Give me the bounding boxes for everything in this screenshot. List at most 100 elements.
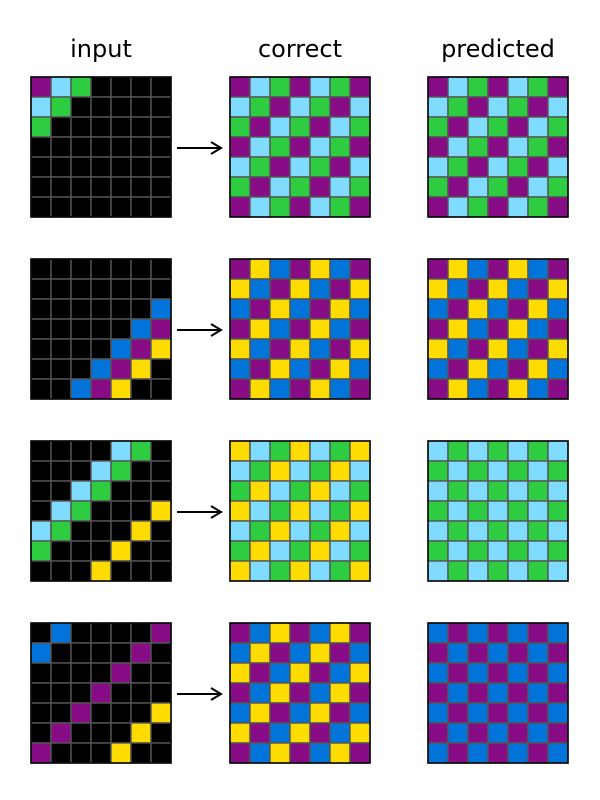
grid-cell bbox=[30, 702, 52, 724]
grid-cell bbox=[229, 156, 251, 178]
grid-cell bbox=[130, 642, 152, 664]
grid-cell bbox=[309, 136, 331, 158]
grid-cell bbox=[249, 298, 271, 320]
grid-cell bbox=[150, 540, 172, 562]
predicted-grid-3 bbox=[427, 440, 569, 582]
grid-cell bbox=[50, 378, 72, 400]
grid-cell bbox=[427, 722, 449, 744]
grid-cell bbox=[467, 520, 489, 542]
grid-cell bbox=[90, 156, 112, 178]
grid-border bbox=[30, 440, 172, 582]
grid-cell bbox=[150, 318, 172, 340]
grid-cell bbox=[150, 500, 172, 522]
grid-cell bbox=[90, 540, 112, 562]
grid-cell bbox=[309, 702, 331, 724]
grid-cell bbox=[309, 480, 331, 502]
grid-cell bbox=[349, 136, 371, 158]
grid-cell bbox=[30, 642, 52, 664]
grid-cell bbox=[50, 742, 72, 764]
grid-cell bbox=[467, 338, 489, 360]
grid-cell bbox=[130, 258, 152, 280]
grid-cell bbox=[90, 378, 112, 400]
grid-cell bbox=[527, 722, 549, 744]
grid-cell bbox=[447, 298, 469, 320]
grid-cell bbox=[90, 560, 112, 582]
grid-cell bbox=[110, 722, 132, 744]
grid-cell bbox=[50, 156, 72, 178]
grid-cell bbox=[130, 298, 152, 320]
arrow-icon bbox=[177, 687, 223, 701]
grid-cell bbox=[349, 440, 371, 462]
grid-cell bbox=[150, 662, 172, 684]
grid-cell bbox=[249, 358, 271, 380]
grid-cell bbox=[229, 298, 251, 320]
grid-cell bbox=[70, 622, 92, 644]
grid-cell bbox=[527, 258, 549, 280]
grid-cell bbox=[467, 440, 489, 462]
grid-cell bbox=[349, 642, 371, 664]
grid-border bbox=[427, 76, 569, 218]
grid-cell bbox=[130, 116, 152, 138]
grid-cell bbox=[309, 196, 331, 218]
grid-cell bbox=[150, 258, 172, 280]
grid-cell bbox=[309, 540, 331, 562]
grid-cell bbox=[329, 682, 351, 704]
grid-cell bbox=[249, 742, 271, 764]
grid-cell bbox=[447, 682, 469, 704]
grid-cell bbox=[309, 500, 331, 522]
grid-cell bbox=[507, 258, 529, 280]
grid-cell bbox=[427, 682, 449, 704]
grid-cell bbox=[427, 560, 449, 582]
grid-cell bbox=[289, 258, 311, 280]
grid-cell bbox=[349, 196, 371, 218]
grid-cell bbox=[30, 116, 52, 138]
grid-cell bbox=[110, 176, 132, 198]
grid-cell bbox=[229, 278, 251, 300]
grid-border bbox=[229, 258, 371, 400]
grid-cell bbox=[467, 196, 489, 218]
grid-cell bbox=[150, 378, 172, 400]
grid-cell bbox=[289, 338, 311, 360]
grid-cell bbox=[30, 76, 52, 98]
grid-cell bbox=[229, 460, 251, 482]
grid-cell bbox=[269, 176, 291, 198]
grid-cell bbox=[110, 500, 132, 522]
grid-cell bbox=[110, 622, 132, 644]
grid-border bbox=[30, 76, 172, 218]
grid-cell bbox=[269, 136, 291, 158]
grid-cell bbox=[329, 278, 351, 300]
grid-cell bbox=[229, 742, 251, 764]
grid-cell bbox=[130, 520, 152, 542]
grid-cell bbox=[50, 76, 72, 98]
grid-cell bbox=[547, 136, 569, 158]
grid-cell bbox=[289, 96, 311, 118]
grid-cell bbox=[269, 682, 291, 704]
grid-cell bbox=[349, 500, 371, 522]
grid-cell bbox=[130, 540, 152, 562]
grid-cell bbox=[90, 258, 112, 280]
grid-cell bbox=[427, 440, 449, 462]
grid-cell bbox=[507, 298, 529, 320]
grid-cell bbox=[507, 278, 529, 300]
grid-cell bbox=[547, 378, 569, 400]
grid-cell bbox=[229, 540, 251, 562]
grid-cell bbox=[487, 480, 509, 502]
grid-cell bbox=[349, 258, 371, 280]
grid-cell bbox=[150, 96, 172, 118]
grid-cell bbox=[90, 318, 112, 340]
grid-cell bbox=[487, 258, 509, 280]
arrow-icon bbox=[177, 323, 223, 337]
grid-cell bbox=[467, 742, 489, 764]
grid-cell bbox=[249, 96, 271, 118]
grid-cell bbox=[487, 520, 509, 542]
grid-cell bbox=[467, 318, 489, 340]
grid-cell bbox=[269, 258, 291, 280]
grid-cell bbox=[110, 642, 132, 664]
grid-cell bbox=[229, 520, 251, 542]
grid-cell bbox=[269, 742, 291, 764]
grid-cell bbox=[487, 540, 509, 562]
grid-cell bbox=[427, 318, 449, 340]
grid-cell bbox=[229, 358, 251, 380]
grid-cell bbox=[349, 378, 371, 400]
